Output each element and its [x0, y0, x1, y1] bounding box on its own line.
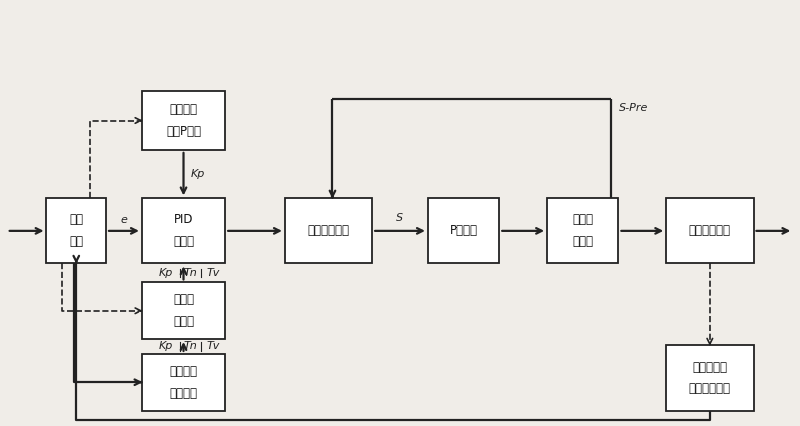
Text: Tn: Tn — [184, 342, 198, 351]
Text: 液压机: 液压机 — [572, 213, 594, 227]
Text: 在线优化: 在线优化 — [170, 103, 198, 116]
Bar — [666, 198, 754, 263]
Text: 结晶器振动: 结晶器振动 — [692, 360, 727, 374]
Text: 调整模块: 调整模块 — [170, 387, 198, 400]
Text: S-Pre: S-Pre — [618, 103, 648, 113]
Text: 控制器: 控制器 — [173, 235, 194, 248]
Text: 参数P模块: 参数P模块 — [166, 125, 201, 138]
Text: 补偿调节模块: 补偿调节模块 — [307, 225, 350, 237]
Text: 计算: 计算 — [70, 213, 83, 227]
Bar — [46, 198, 106, 263]
Text: Kp: Kp — [159, 268, 174, 278]
Text: Tn: Tn — [184, 268, 198, 278]
Bar — [142, 91, 226, 150]
Bar — [142, 282, 226, 339]
Text: 辑模块: 辑模块 — [173, 315, 194, 328]
Bar — [666, 345, 754, 411]
Text: 模糊逻: 模糊逻 — [173, 294, 194, 306]
Text: Tv: Tv — [206, 342, 219, 351]
Text: Kp: Kp — [159, 342, 174, 351]
Text: 械装置: 械装置 — [572, 235, 594, 248]
Bar — [142, 198, 226, 263]
Text: 模块: 模块 — [70, 235, 83, 248]
Text: Tv: Tv — [206, 268, 219, 278]
Text: 在线参数: 在线参数 — [170, 365, 198, 378]
Text: e: e — [121, 216, 127, 225]
Bar — [428, 198, 499, 263]
Text: PID: PID — [174, 213, 194, 227]
Bar — [142, 354, 226, 411]
Text: 液位测量模块: 液位测量模块 — [689, 225, 731, 237]
Text: Kp: Kp — [190, 169, 205, 179]
Text: S: S — [397, 213, 403, 223]
Text: P控制器: P控制器 — [450, 225, 478, 237]
Text: 频率过滤模块: 频率过滤模块 — [689, 383, 731, 395]
Bar — [285, 198, 372, 263]
Bar — [547, 198, 618, 263]
